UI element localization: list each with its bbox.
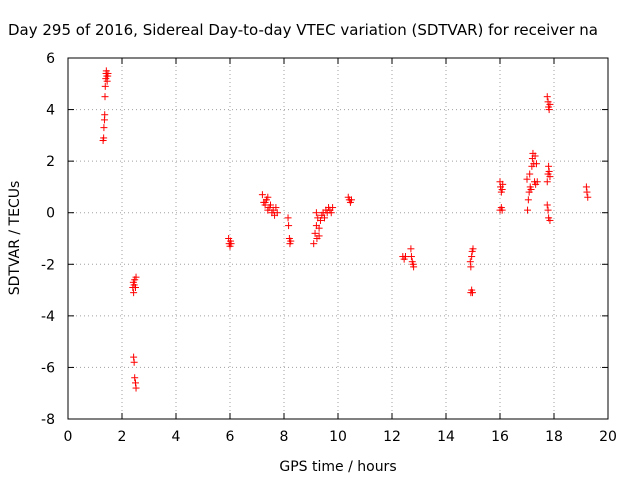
data-point	[402, 253, 409, 261]
x-tick-label: 4	[172, 429, 181, 445]
y-tick-label: 4	[46, 103, 55, 119]
data-point	[101, 93, 109, 101]
y-tick-label: -6	[41, 360, 55, 376]
x-axis-label: GPS time / hours	[279, 459, 396, 475]
data-point	[498, 186, 506, 194]
x-tick-label: 8	[280, 429, 289, 445]
data-point	[310, 240, 318, 248]
data-point	[544, 206, 552, 214]
data-point	[407, 253, 415, 261]
y-tick-label: 0	[46, 206, 55, 222]
y-axis: 6 4 2 0 -2 -4 -6 -8	[41, 51, 608, 428]
data-point	[583, 188, 591, 196]
data-point	[545, 162, 553, 170]
data-point	[261, 198, 269, 206]
data-point	[284, 214, 292, 222]
data-point	[321, 214, 328, 222]
data-point	[468, 289, 476, 297]
data-point	[287, 237, 295, 245]
data-point	[130, 358, 138, 366]
data-point	[410, 263, 418, 271]
data-point	[524, 206, 532, 214]
x-tick-label: 12	[383, 429, 401, 445]
data-point	[272, 204, 280, 212]
data-point	[132, 273, 140, 281]
x-tick-label: 16	[491, 429, 509, 445]
y-tick-label: -2	[41, 257, 55, 273]
data-point	[132, 384, 140, 392]
data-point	[101, 111, 109, 119]
grid-lines	[68, 58, 608, 419]
data-point	[526, 170, 534, 178]
data-point	[468, 253, 476, 261]
data-point	[407, 245, 415, 253]
data-point	[132, 283, 139, 291]
data-point	[469, 245, 477, 253]
y-tick-label: -4	[41, 309, 55, 325]
data-point	[531, 152, 539, 160]
data-point	[130, 289, 138, 297]
y-tick-label: -8	[41, 412, 55, 428]
data-point	[132, 379, 139, 387]
data-point	[104, 69, 112, 77]
data-point	[546, 100, 554, 108]
x-tick-label: 10	[329, 429, 347, 445]
data-point	[264, 206, 272, 214]
data-point	[329, 204, 337, 212]
data-point	[101, 82, 109, 90]
data-point	[582, 183, 590, 191]
data-point	[545, 167, 553, 175]
data-point	[103, 77, 111, 85]
data-point	[524, 196, 532, 204]
data-point	[130, 353, 138, 361]
x-tick-label: 0	[64, 429, 73, 445]
data-point	[227, 240, 235, 248]
data-point	[466, 258, 474, 266]
data-point	[545, 106, 553, 114]
data-point	[543, 93, 551, 101]
x-axis: 0 2 4 6 8 10 12 14 16 18 20	[64, 58, 617, 445]
x-tick-label: 20	[599, 429, 617, 445]
data-point	[523, 175, 531, 183]
data-point	[348, 196, 355, 204]
data-point	[311, 229, 319, 237]
x-tick-label: 6	[226, 429, 235, 445]
data-point	[467, 263, 475, 271]
data-point	[312, 209, 320, 217]
data-point	[131, 374, 139, 382]
data-point	[258, 191, 266, 199]
data-point	[315, 232, 323, 240]
data-point	[315, 224, 323, 232]
data-point	[100, 134, 108, 142]
data-point	[316, 216, 324, 224]
data-point	[533, 178, 541, 186]
data-point	[273, 209, 281, 217]
data-point	[100, 124, 108, 132]
data-point	[327, 209, 335, 217]
x-tick-label: 14	[437, 429, 455, 445]
data-point	[499, 180, 507, 188]
x-tick-label: 2	[118, 429, 127, 445]
data-point	[543, 201, 551, 209]
data-point	[546, 216, 554, 224]
data-point	[498, 206, 506, 214]
data-point	[267, 201, 274, 209]
x-tick-label: 18	[545, 429, 563, 445]
data-point	[584, 193, 592, 201]
chart-title: Day 295 of 2016, Sidereal Day-to-day VTE…	[8, 21, 598, 39]
data-point	[264, 193, 272, 201]
y-tick-label: 6	[46, 51, 55, 67]
y-axis-label: SDTVAR / TECUs	[7, 181, 23, 296]
data-point	[532, 160, 540, 168]
data-point	[285, 222, 293, 230]
data-points	[99, 67, 592, 392]
y-tick-label: 2	[46, 154, 55, 170]
data-point	[543, 178, 551, 186]
data-point	[546, 173, 554, 181]
data-point	[527, 186, 535, 194]
